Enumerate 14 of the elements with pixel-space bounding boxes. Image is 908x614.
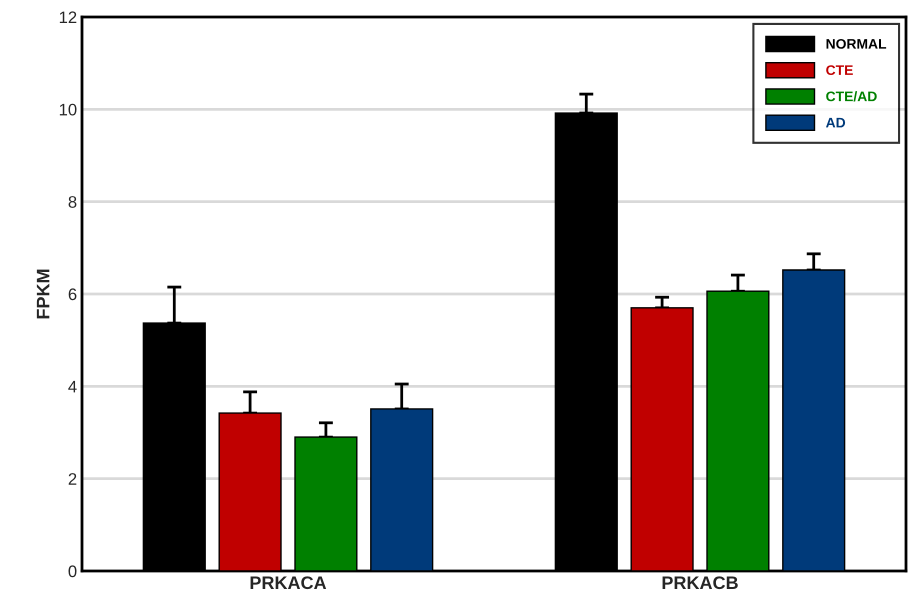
y-tick-label: 12 [60, 11, 76, 24]
y-axis-title: FPKM [36, 270, 50, 318]
y-tick-label: 0 [68, 565, 76, 578]
y-tick-label: 2 [68, 473, 76, 485]
x-tick-label: PRKACA [250, 576, 326, 590]
legend-label: CTE [826, 65, 853, 76]
y-tick-label: 4 [68, 380, 77, 392]
x-tick-label: PRKACB [662, 576, 738, 590]
legend-label: NORMAL [826, 38, 886, 49]
legend-label: CTE/AD [826, 91, 877, 102]
legend-label: AD [826, 118, 846, 128]
y-tick-label: 10 [60, 104, 76, 116]
y-tick-label: 6 [68, 288, 76, 300]
y-tick-label: 8 [68, 196, 76, 208]
